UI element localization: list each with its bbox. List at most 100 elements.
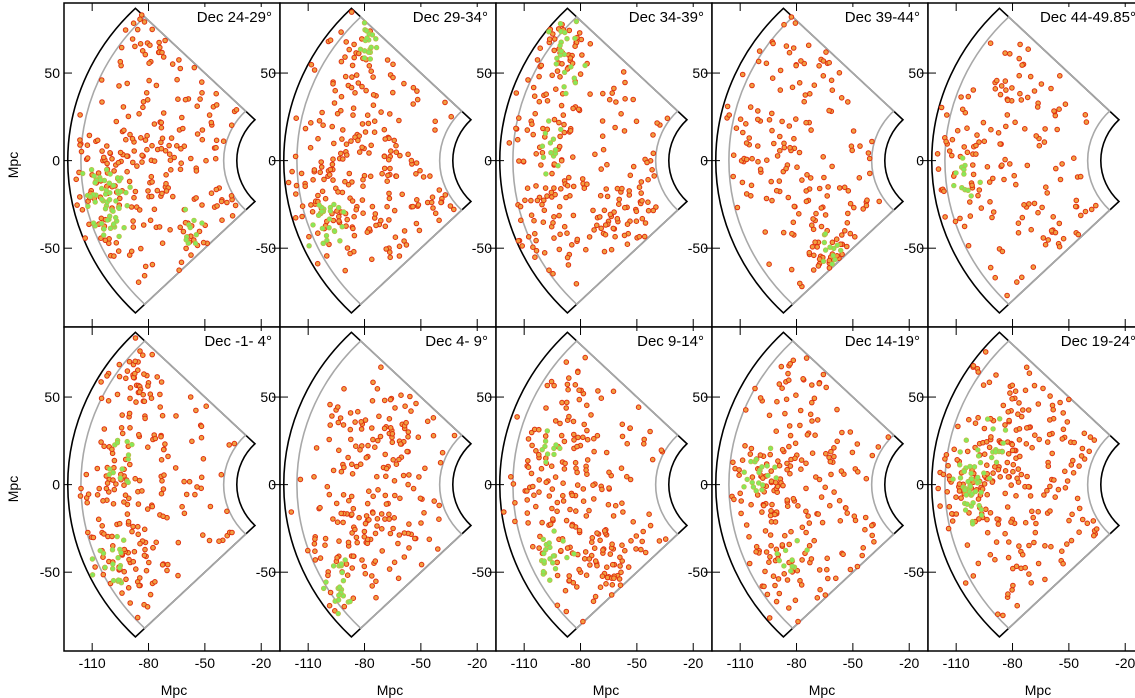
- panel-title-bg: [620, 331, 706, 351]
- galaxy-point: [597, 214, 603, 220]
- galaxy-point: [370, 74, 376, 80]
- galaxy-point: [580, 618, 586, 625]
- galaxy-point: [351, 213, 357, 220]
- galaxy-point: [517, 203, 524, 210]
- galaxy-point: [1070, 470, 1077, 476]
- galaxy-point: [182, 96, 189, 103]
- galaxy-point: [176, 57, 182, 63]
- galaxy-point: [819, 519, 826, 526]
- galaxy-point: [206, 112, 213, 118]
- galaxy-point: [414, 96, 421, 103]
- galaxy-point: [352, 526, 358, 533]
- dense-point: [117, 188, 124, 195]
- galaxy-point: [94, 137, 101, 144]
- galaxy-point: [592, 593, 599, 600]
- galaxy-point: [583, 467, 589, 473]
- galaxy-point: [594, 562, 600, 569]
- galaxy-point: [317, 504, 323, 511]
- galaxy-point: [345, 539, 352, 546]
- galaxy-point: [530, 244, 536, 250]
- dense-point: [114, 440, 121, 446]
- galaxy-point: [128, 204, 135, 210]
- galaxy-point: [174, 143, 180, 149]
- galaxy-point: [298, 170, 305, 177]
- galaxy-point: [94, 465, 101, 472]
- galaxy-point: [366, 517, 372, 523]
- galaxy-point: [109, 156, 115, 162]
- dense-point: [820, 258, 827, 264]
- galaxy-point: [586, 507, 592, 514]
- galaxy-point: [363, 513, 370, 519]
- galaxy-point: [656, 538, 663, 544]
- dense-point: [116, 233, 122, 240]
- galaxy-point: [379, 548, 386, 554]
- x-tick-label: -110: [295, 655, 322, 671]
- dense-point: [340, 577, 347, 584]
- galaxy-point: [540, 219, 547, 225]
- survey-boundary-outer: [931, 331, 1121, 639]
- galaxy-point: [95, 170, 102, 176]
- galaxy-point: [598, 395, 605, 402]
- x-tick-label: -20: [683, 655, 703, 671]
- galaxy-point: [163, 180, 169, 187]
- dense-point: [975, 453, 982, 459]
- galaxy-point: [333, 500, 340, 507]
- galaxy-point: [406, 521, 412, 527]
- y-tick-label: -50: [472, 564, 492, 580]
- galaxy-point: [368, 68, 375, 74]
- galaxy-point: [769, 197, 775, 204]
- galaxy-point: [871, 539, 877, 545]
- galaxy-point: [622, 547, 628, 554]
- galaxy-point: [334, 519, 341, 526]
- galaxy-point: [558, 186, 564, 192]
- galaxy-point: [550, 31, 556, 37]
- galaxy-point: [565, 386, 571, 393]
- galaxy-point: [790, 357, 797, 364]
- galaxy-point: [558, 157, 565, 164]
- galaxy-point: [973, 151, 979, 157]
- galaxy-point: [654, 120, 660, 126]
- galaxy-point: [348, 9, 355, 15]
- galaxy-point: [111, 457, 118, 464]
- galaxy-point: [1032, 529, 1039, 536]
- galaxy-point: [332, 608, 338, 614]
- galaxy-point: [803, 460, 809, 467]
- galaxy-point: [589, 535, 596, 541]
- galaxy-point: [554, 572, 561, 579]
- dense-point: [974, 474, 981, 481]
- galaxy-point: [944, 112, 950, 118]
- galaxy-point: [818, 205, 825, 211]
- panel-title-bg: [620, 7, 706, 27]
- galaxy-point: [131, 548, 138, 555]
- galaxy-point: [601, 528, 608, 534]
- galaxy-point: [157, 391, 163, 398]
- galaxy-point: [129, 36, 136, 42]
- galaxy-point: [140, 352, 146, 359]
- galaxy-point: [414, 197, 420, 203]
- galaxy-point: [970, 171, 977, 178]
- galaxy-point: [99, 523, 105, 529]
- dense-point: [553, 61, 559, 67]
- galaxy-point: [318, 164, 325, 170]
- dense-point: [107, 225, 114, 232]
- galaxy-point: [755, 108, 761, 114]
- y-tick-label: -50: [688, 240, 708, 256]
- galaxy-point: [130, 558, 137, 565]
- x-tick-label: -50: [1059, 655, 1079, 671]
- dense-point: [993, 459, 1000, 465]
- galaxy-point: [422, 465, 428, 472]
- galaxy-point: [117, 149, 124, 156]
- galaxy-point: [822, 212, 829, 218]
- galaxy-point: [624, 440, 631, 447]
- galaxy-point: [820, 371, 827, 378]
- galaxy-point: [790, 45, 797, 51]
- galaxy-point: [584, 402, 590, 409]
- galaxy-point: [829, 87, 836, 93]
- dense-point: [549, 560, 556, 566]
- galaxy-point: [624, 221, 631, 227]
- dense-point: [109, 565, 116, 572]
- galaxy-point: [1050, 214, 1056, 220]
- galaxy-point: [369, 256, 375, 263]
- galaxy-point: [212, 155, 219, 162]
